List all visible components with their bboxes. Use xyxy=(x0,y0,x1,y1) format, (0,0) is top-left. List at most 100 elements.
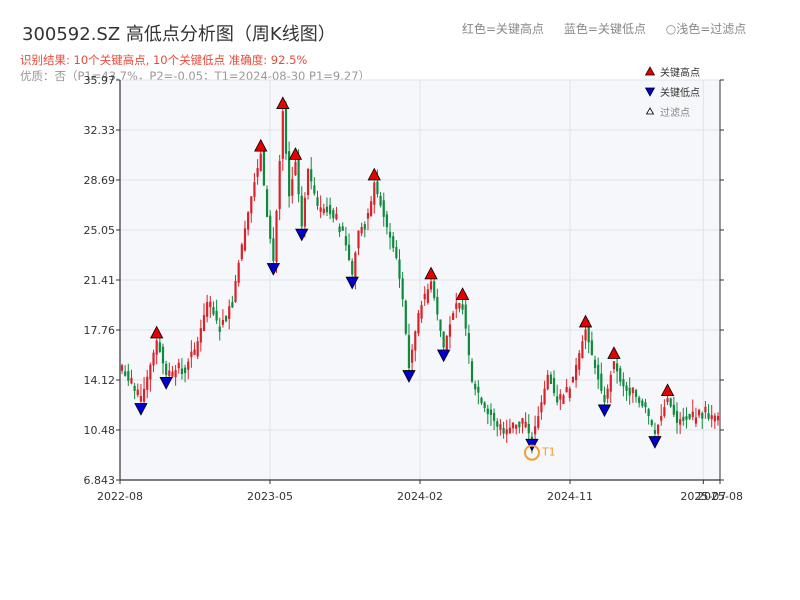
candle-body xyxy=(338,226,341,233)
candle-body xyxy=(395,247,398,259)
candle-body xyxy=(628,387,631,396)
candle-body xyxy=(552,378,556,394)
legend-light-text: ○浅色=过滤点 xyxy=(665,22,747,36)
candle-body xyxy=(347,244,351,260)
candle-body xyxy=(313,185,316,194)
low-marker xyxy=(402,370,416,383)
candle-body xyxy=(518,421,521,428)
candle-body xyxy=(411,349,414,363)
candle-body xyxy=(609,374,612,392)
candle-body xyxy=(294,161,297,176)
candle-body xyxy=(243,228,247,251)
candle-body xyxy=(335,213,338,220)
candle-body xyxy=(445,335,448,353)
color-legend-top: 红色=关键高点 蓝色=关键低点 ○浅色=过滤点 xyxy=(462,20,762,37)
candle-body xyxy=(297,156,300,195)
candle-body xyxy=(461,304,464,310)
low-marker xyxy=(436,349,451,363)
high-marker xyxy=(424,266,438,280)
candle-body xyxy=(615,363,619,372)
candles xyxy=(120,101,720,454)
candle-body xyxy=(382,200,385,217)
legend-high-icon xyxy=(644,66,656,76)
candle-body xyxy=(199,328,202,343)
high-marker xyxy=(150,325,164,339)
candle-body xyxy=(508,427,511,434)
candle-body xyxy=(549,374,552,385)
candle-body xyxy=(332,210,335,219)
candle-body xyxy=(464,304,467,329)
candle-body xyxy=(574,364,578,381)
candle-body xyxy=(168,370,171,377)
candle-body xyxy=(256,167,259,177)
low-marker xyxy=(345,276,359,290)
candle-body xyxy=(458,303,461,309)
candle-body xyxy=(543,388,546,405)
high-marker xyxy=(660,383,675,396)
candle-body xyxy=(559,394,562,400)
candle-body xyxy=(288,151,291,197)
candle-body xyxy=(685,416,688,420)
candle-body xyxy=(155,340,158,355)
candle-body xyxy=(344,236,347,246)
high-marker xyxy=(455,287,470,300)
legend-filtered-icon xyxy=(645,107,655,115)
candle-body xyxy=(493,412,496,421)
low-marker xyxy=(648,436,662,449)
candle-body xyxy=(679,419,682,425)
candle-body xyxy=(546,374,549,390)
candle-body xyxy=(218,326,221,332)
candle-body xyxy=(370,201,373,216)
x-tick-label: 2022-08 xyxy=(97,490,143,503)
t1-circle xyxy=(523,444,540,461)
candle-body xyxy=(647,409,650,417)
candle-body xyxy=(505,429,508,435)
y-tick-label: 35.97 xyxy=(84,74,116,87)
y-tick-label: 10.48 xyxy=(84,424,116,437)
candle-body xyxy=(571,376,575,383)
candle-body xyxy=(691,411,694,418)
candle-body xyxy=(401,278,404,300)
low-marker xyxy=(266,263,281,276)
candle-body xyxy=(177,362,180,369)
candle-body xyxy=(316,197,319,206)
candle-body xyxy=(392,236,395,248)
candle-body xyxy=(455,303,458,309)
candle-body xyxy=(171,371,174,377)
candle-body xyxy=(237,262,240,283)
candle-body xyxy=(499,424,502,430)
candle-body xyxy=(710,415,713,420)
chart-title: 300592.SZ 高低点分析图（周K线图） xyxy=(22,24,336,45)
candle-body xyxy=(130,377,133,384)
candle-body xyxy=(152,352,155,366)
candle-body xyxy=(329,205,332,215)
result-subtitle: 识别结果: 10个关键高点, 10个关键低点 准确度: 92.5% xyxy=(20,53,308,67)
low-marker xyxy=(597,404,612,418)
candle-body xyxy=(697,409,701,416)
candle-body xyxy=(656,424,660,434)
candle-body xyxy=(474,383,477,390)
candle-body xyxy=(228,306,231,319)
candle-body xyxy=(619,368,622,382)
candle-body xyxy=(429,281,433,290)
candle-body xyxy=(597,364,600,380)
candle-body xyxy=(209,301,212,308)
candle-body xyxy=(682,416,685,421)
pivot-markers: T1 xyxy=(134,96,675,461)
y-tick-label: 14.12 xyxy=(84,374,116,387)
high-marker xyxy=(276,96,290,109)
candle-body xyxy=(385,214,388,228)
t1-label: T1 xyxy=(541,446,556,459)
y-tick-label: 6.843 xyxy=(84,474,116,487)
candle-body xyxy=(379,195,382,206)
candle-body xyxy=(442,331,445,348)
candle-body xyxy=(467,333,470,356)
candle-body xyxy=(638,397,641,404)
candle-body xyxy=(581,341,584,359)
y-tick-label: 21.41 xyxy=(84,274,116,287)
candle-body xyxy=(139,395,143,402)
candle-body xyxy=(631,387,634,394)
candle-body xyxy=(650,420,653,425)
candle-body xyxy=(584,329,587,341)
candle-body xyxy=(701,413,704,419)
